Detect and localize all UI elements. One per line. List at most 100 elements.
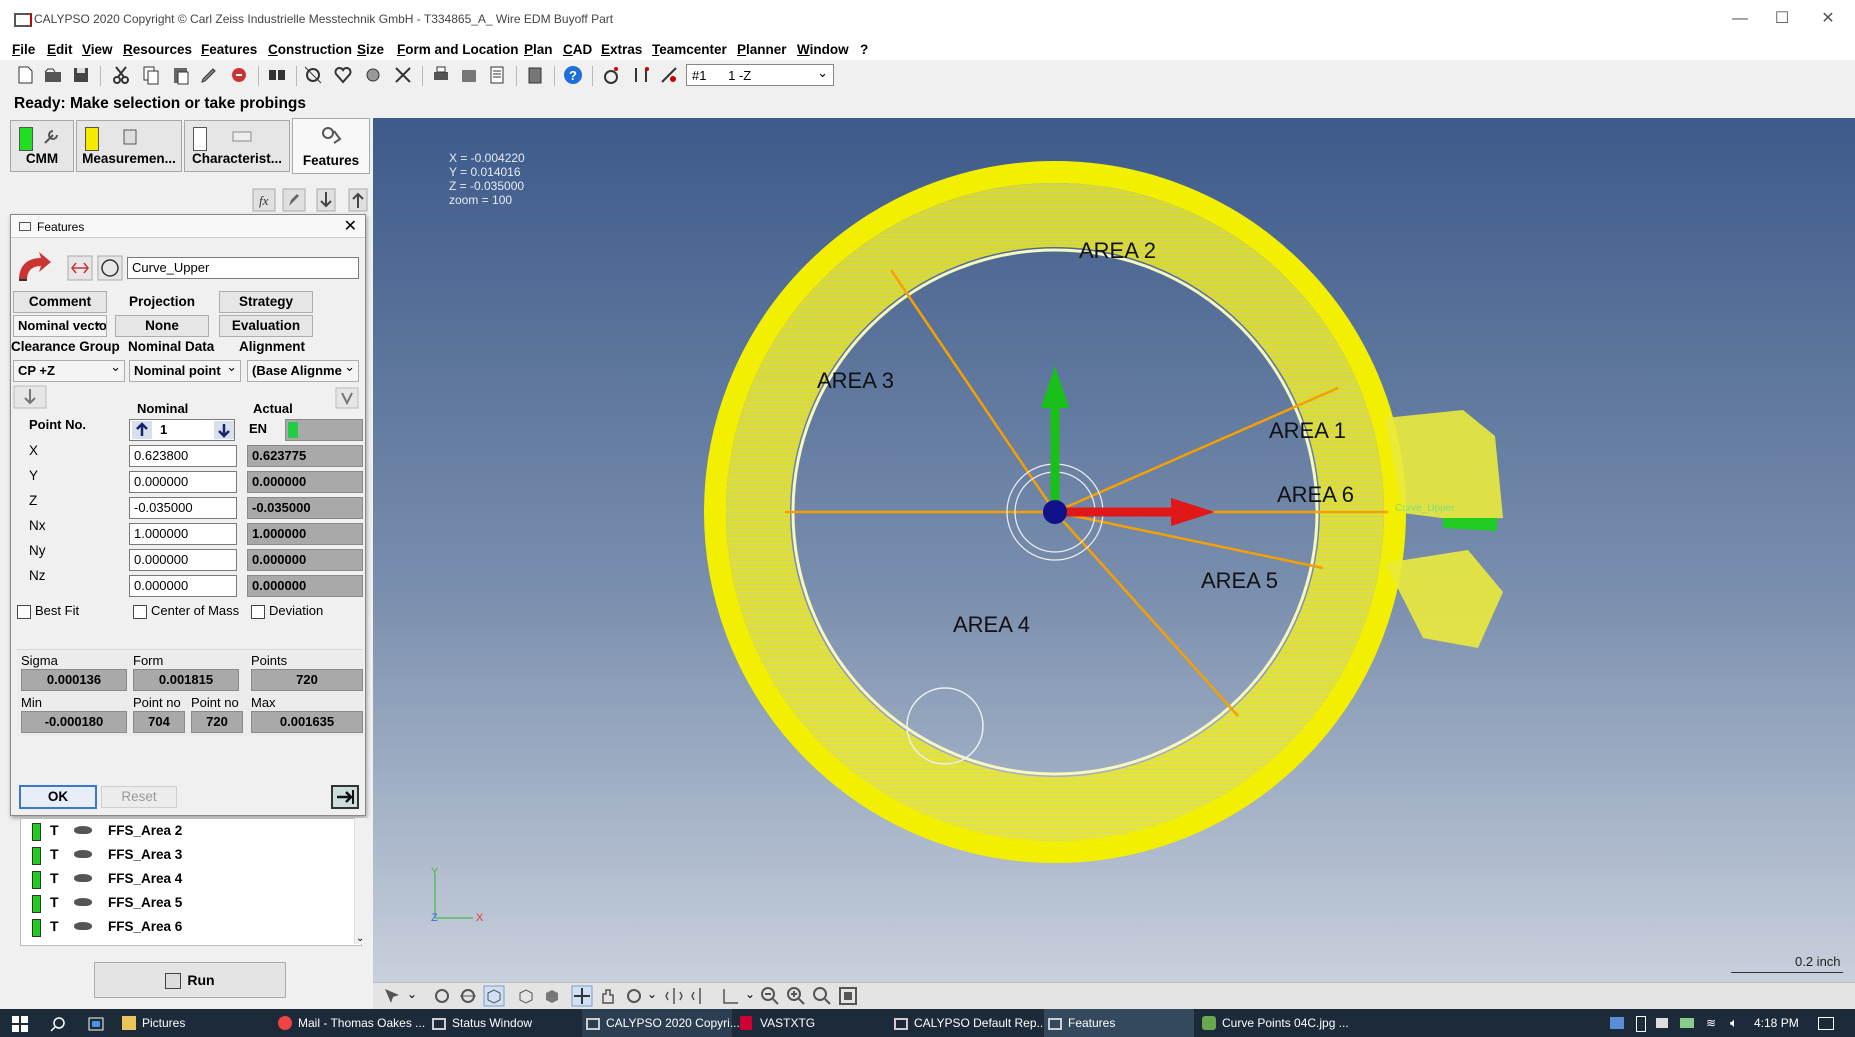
menu-file[interactable]: File bbox=[12, 42, 36, 57]
list-item[interactable]: T FFS_Area 4 bbox=[30, 868, 360, 892]
help-icon[interactable]: ? bbox=[562, 64, 584, 86]
stylus-change-icon[interactable] bbox=[630, 64, 652, 86]
menu-construction[interactable]: Construction bbox=[268, 42, 352, 57]
paste-icon[interactable] bbox=[170, 64, 192, 86]
taskbar-item-pictures[interactable]: Pictures bbox=[118, 1009, 268, 1037]
probe-view-icon[interactable] bbox=[431, 985, 453, 1007]
undo-icon[interactable] bbox=[228, 64, 250, 86]
axis-view-icon[interactable] bbox=[719, 985, 741, 1007]
tools-icon[interactable] bbox=[392, 64, 414, 86]
menu-resources[interactable]: Resources bbox=[123, 42, 193, 57]
nominal-data-select[interactable]: Nominal point bbox=[129, 360, 241, 382]
open-icon[interactable] bbox=[42, 64, 64, 86]
tray-app-icon[interactable] bbox=[1610, 1017, 1624, 1029]
curve-options-icon[interactable] bbox=[67, 255, 93, 281]
reset-button[interactable]: Reset bbox=[101, 786, 177, 808]
run-button[interactable]: Run bbox=[94, 962, 286, 998]
tray-dropbox-icon[interactable] bbox=[1656, 1018, 1668, 1028]
probe-heart-icon[interactable] bbox=[332, 64, 354, 86]
list-item[interactable]: T FFS_Area 6 bbox=[30, 916, 360, 940]
stylus-icon[interactable] bbox=[600, 64, 622, 86]
list-item[interactable]: T FFS_Area 2 bbox=[30, 820, 360, 844]
taskbar-item-mail[interactable]: Mail - Thomas Oakes ... bbox=[274, 1009, 425, 1037]
rotate-icon[interactable] bbox=[623, 985, 645, 1007]
pencil-icon[interactable] bbox=[282, 188, 306, 212]
menu-features[interactable]: Features bbox=[201, 42, 258, 57]
menu-extras[interactable]: Extras bbox=[601, 42, 643, 57]
select-mode-icon[interactable] bbox=[381, 985, 403, 1007]
comment-button[interactable]: Comment bbox=[13, 291, 107, 313]
solid-icon[interactable] bbox=[541, 985, 563, 1007]
volume-icon[interactable]: 🔈︎ bbox=[1730, 1015, 1738, 1030]
wireframe-icon[interactable] bbox=[515, 985, 537, 1007]
point-prev-icon[interactable] bbox=[132, 421, 152, 439]
find-icon[interactable] bbox=[266, 64, 288, 86]
arrow-down-icon[interactable] bbox=[13, 385, 47, 409]
menu-teamcenter[interactable]: Teamcenter bbox=[652, 42, 727, 57]
dialog-close-icon[interactable]: ✕ bbox=[343, 218, 357, 235]
evaluation-button[interactable]: Evaluation bbox=[219, 315, 313, 337]
cut-icon[interactable] bbox=[110, 64, 132, 86]
circle-icon[interactable] bbox=[97, 255, 123, 281]
edit-icon[interactable] bbox=[198, 64, 220, 86]
taskbar-item-calypso[interactable]: CALYPSO 2020 Copyri... bbox=[582, 1009, 740, 1037]
tab-cmm[interactable]: CMM bbox=[10, 120, 74, 172]
deviation-checkbox[interactable] bbox=[251, 605, 265, 619]
notification-icon[interactable] bbox=[1818, 1017, 1834, 1030]
task-view-icon[interactable] bbox=[88, 1017, 104, 1031]
copy-icon[interactable] bbox=[140, 64, 162, 86]
save-icon[interactable] bbox=[70, 64, 92, 86]
windows-start-icon[interactable] bbox=[12, 1016, 28, 1032]
menu-cad[interactable]: CAD bbox=[563, 42, 593, 57]
taskbar-item-calypso-report[interactable]: CALYPSO Default Rep... bbox=[890, 1009, 1047, 1037]
minimize-button[interactable]: — bbox=[1732, 10, 1748, 27]
menu-edit[interactable]: Edit bbox=[47, 42, 73, 57]
nominal-y-input[interactable]: 0.000000 bbox=[129, 471, 237, 493]
best-fit-checkbox[interactable] bbox=[17, 605, 31, 619]
menu-view[interactable]: View bbox=[82, 42, 113, 57]
maximize-button[interactable]: ☐ bbox=[1774, 10, 1790, 27]
chevron-down-icon[interactable]: ⌄ bbox=[647, 987, 658, 1001]
menu-size[interactable]: Size bbox=[357, 42, 385, 57]
stylus-system-icon[interactable] bbox=[658, 64, 680, 86]
strategy-button[interactable]: Strategy bbox=[219, 291, 313, 313]
feature-list-scrollbar[interactable]: ⌄ bbox=[354, 818, 367, 944]
list-item[interactable]: T FFS_Area 5 bbox=[30, 892, 360, 916]
flip-icon[interactable] bbox=[689, 985, 711, 1007]
nominal-nx-input[interactable]: 1.000000 bbox=[129, 523, 237, 545]
move-down-icon[interactable] bbox=[316, 188, 336, 212]
pan-icon[interactable] bbox=[571, 985, 593, 1007]
close-window-button[interactable]: ✕ bbox=[1821, 10, 1835, 27]
tab-measurement[interactable]: Measuremen... bbox=[76, 120, 182, 172]
none-button[interactable]: None bbox=[115, 315, 209, 337]
wifi-icon[interactable]: ≋ bbox=[1706, 1016, 1717, 1030]
nominal-vector-select[interactable]: Nominal vecto bbox=[13, 315, 107, 337]
tab-features[interactable]: Features bbox=[292, 118, 370, 174]
tab-characteristics[interactable]: Characterist... bbox=[184, 120, 290, 172]
zoom-in-icon[interactable] bbox=[785, 985, 807, 1007]
move-up-icon[interactable] bbox=[348, 188, 368, 212]
list-item[interactable]: T FFS_Area 3 bbox=[30, 844, 360, 868]
print-icon[interactable] bbox=[430, 64, 452, 86]
stylus-select[interactable]: #1 1 -Z ⌄ bbox=[686, 64, 834, 86]
ok-button[interactable]: OK bbox=[19, 785, 97, 809]
nominal-ny-input[interactable]: 0.000000 bbox=[129, 549, 237, 571]
probe-fit-icon[interactable] bbox=[457, 985, 479, 1007]
clock-time[interactable]: 4:18 PM bbox=[1754, 1016, 1799, 1030]
print-preview-icon[interactable] bbox=[458, 64, 480, 86]
clipboard-icon[interactable] bbox=[524, 64, 546, 86]
cube-view-icon[interactable] bbox=[483, 985, 505, 1007]
chevron-down-icon[interactable]: ⌄ bbox=[407, 987, 418, 1001]
clearance-group-select[interactable]: CP +Z bbox=[13, 360, 125, 382]
nominal-x-input[interactable]: 0.623800 bbox=[129, 445, 237, 467]
report-icon[interactable] bbox=[486, 64, 508, 86]
menu-planner[interactable]: Planner bbox=[737, 42, 787, 57]
point-next-icon[interactable] bbox=[214, 421, 234, 439]
center-of-mass-checkbox[interactable] bbox=[133, 605, 147, 619]
probe-gear-icon[interactable] bbox=[362, 64, 384, 86]
tray-usb-icon[interactable] bbox=[1636, 1016, 1646, 1032]
probe-icon[interactable] bbox=[302, 64, 324, 86]
expand-arrow-icon[interactable] bbox=[331, 785, 359, 809]
menu-plan[interactable]: Plan bbox=[524, 42, 553, 57]
nominal-z-input[interactable]: -0.035000 bbox=[129, 497, 237, 519]
